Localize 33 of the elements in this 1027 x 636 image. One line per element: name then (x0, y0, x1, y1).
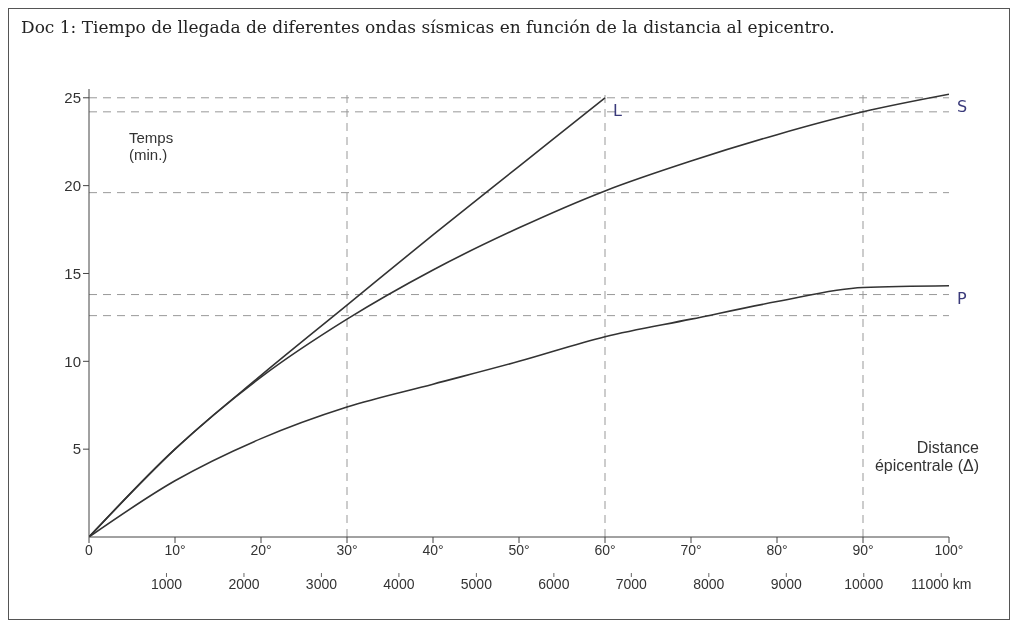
x-tick-label: 90° (852, 541, 874, 558)
x2-tick-label: 5000 (460, 575, 493, 592)
x-tick-label: 60° (594, 541, 616, 558)
x-tick-label: 10° (164, 541, 186, 558)
y-tick-label: 15 (64, 264, 81, 282)
series-label: L (613, 100, 622, 120)
x-axis-title: Distance épicentrale (Δ) (873, 439, 979, 475)
y-axis-title: Temps (min.) (129, 129, 175, 163)
x2-tick-label: 6000 (538, 575, 570, 592)
x2-tick-label: 11000 km (911, 575, 972, 592)
x-tick-label: 100° (934, 541, 964, 558)
y-tick-label: 5 (72, 440, 81, 458)
x2-tick-label: 9000 (770, 575, 803, 592)
x2-tick-label: 3000 (305, 575, 338, 592)
x-tick-label: 70° (680, 541, 702, 558)
x-tick-label: 30° (336, 541, 358, 558)
y-tick-label: 10 (64, 352, 81, 370)
x2-tick-label: 2000 (228, 575, 260, 592)
x2-tick-label: 1000 (150, 575, 183, 592)
x-tick-label: 50° (508, 541, 530, 558)
x2-tick-label: 8000 (693, 575, 725, 592)
chart-title: Doc 1: Tiempo de llegada de diferentes ondas sísmicas en función de la distancia al epicentro. (21, 17, 836, 37)
x2-tick-label: 7000 (615, 575, 648, 592)
x-tick-label: 20° (250, 541, 272, 558)
y-tick-label: 20 (64, 176, 81, 194)
x2-tick-label: 10000 (844, 575, 884, 592)
x2-tick-label: 4000 (383, 575, 415, 592)
x-tick-label: 80° (766, 541, 788, 558)
x-tick-label: 0 (85, 541, 94, 558)
series-label: P (957, 288, 967, 308)
x-tick-label: 40° (422, 541, 444, 558)
series-label: S (957, 97, 968, 117)
y-tick-label: 25 (64, 89, 81, 107)
